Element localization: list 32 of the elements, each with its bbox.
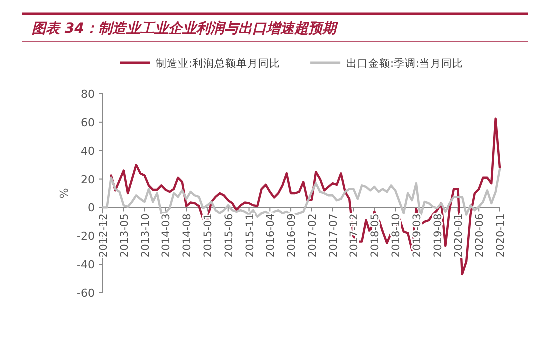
y-tick-label: -40 [77,258,95,272]
y-tick-label: 20 [81,173,95,186]
y-tick-label: -20 [77,230,95,244]
x-tick-label: 2017-07 [328,214,340,258]
x-tick-label: 2012-12 [98,214,110,258]
legend-label: 制造业:利润总额单月同比 [156,57,281,70]
x-tick-label: 2014-08 [182,214,194,258]
legend-label: 出口金额:季调:当月同比 [346,57,464,70]
x-tick-label: 2018-10 [390,214,403,258]
x-tick-label: 2019-03 [411,214,424,258]
chart-title: 图表 34：制造业工业企业利润与出口增速超预期 [32,20,338,37]
x-tick-label: 2017-02 [306,214,319,258]
y-tick-label: 0 [88,202,95,215]
x-tick-label: 2016-04 [265,213,278,258]
x-tick-label: 2018-05 [370,214,382,258]
y-tick-label: 40 [81,144,95,158]
x-tick-label: 2014-03 [160,214,173,258]
x-tick-label: 2013-05 [118,214,131,258]
x-tick-label: 2015-01 [202,214,214,258]
x-tick-label: 2015-11 [244,214,256,258]
x-tick-label: 2017-12 [348,214,361,258]
y-tick-label: 80 [81,88,95,101]
x-tick-label: 2016-09 [286,214,298,258]
x-tick-label: 2020-11 [495,214,507,258]
y-axis-title: % [58,188,71,199]
x-tick-label: 2020-01 [453,214,466,258]
x-tick-label: 2020-06 [474,213,486,258]
y-tick-label: 60 [81,116,95,130]
y-tick-label: -60 [77,287,95,300]
x-tick-label: 2015-06 [223,213,236,258]
x-tick-label: 2019-08 [432,214,444,258]
x-tick-label: 2013-10 [140,214,152,258]
